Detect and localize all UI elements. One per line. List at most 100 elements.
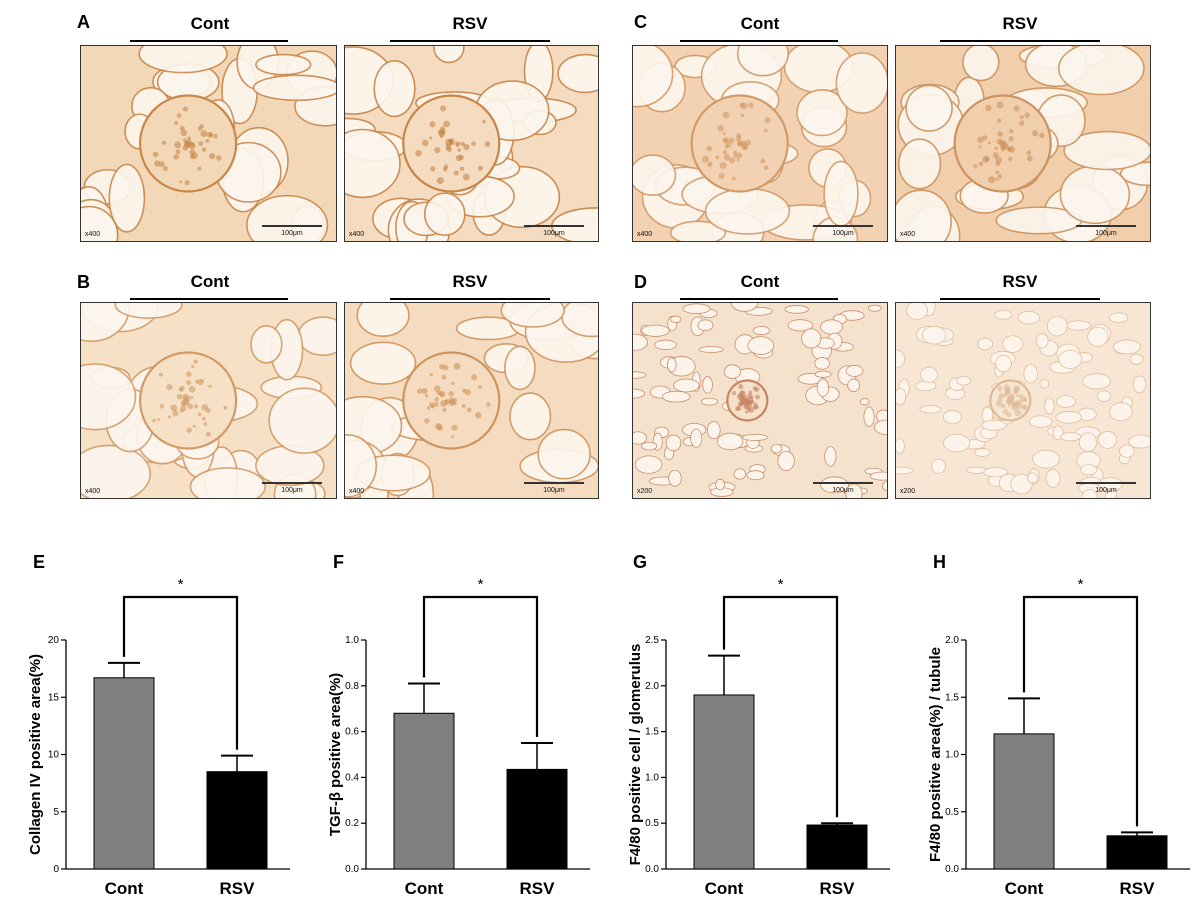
tubule-shape	[697, 319, 714, 332]
tubule-shape	[824, 446, 837, 467]
tubule-shape	[1039, 378, 1050, 389]
tubule-shape	[81, 363, 137, 431]
tubule-shape	[1082, 373, 1111, 390]
nucleus-dot	[440, 400, 447, 407]
nucleus-dot	[1004, 393, 1008, 397]
nucleus-dot	[434, 423, 442, 430]
tubule-shape	[1109, 402, 1133, 422]
nucleus-dot	[453, 362, 461, 370]
nucleus-dot	[451, 381, 455, 386]
tubule-shape	[816, 378, 829, 397]
tubule-shape	[1078, 432, 1098, 452]
nucleus-dot	[996, 400, 1002, 407]
tubule-shape	[994, 310, 1013, 320]
tubule-shape	[1058, 349, 1083, 369]
nucleus-dot	[1032, 130, 1039, 137]
nucleus-dot	[462, 388, 467, 393]
nucleus-dot	[995, 170, 1000, 175]
nucleus-dot	[417, 388, 423, 394]
tubule-shape	[977, 337, 994, 351]
nucleus-dot	[436, 177, 444, 185]
nucleus-dot	[459, 166, 465, 172]
nucleus-dot	[748, 102, 754, 109]
y-axis-label: TGF-β positive area(%)	[327, 673, 344, 836]
tubule-shape	[814, 357, 831, 370]
nucleus-dot	[744, 410, 749, 414]
nucleus-dot	[209, 132, 213, 137]
tubule-shape	[704, 187, 791, 235]
y-tick-label: 1.5	[645, 727, 659, 738]
nucleus-dot	[159, 161, 165, 167]
panel-letter-a: A	[77, 12, 90, 32]
nucleus-dot	[172, 410, 179, 417]
tubule-shape	[905, 303, 928, 320]
nucleus-dot	[1022, 404, 1027, 410]
panel-letter: E	[33, 552, 45, 572]
tubule-shape	[138, 46, 228, 74]
tubule-shape	[820, 319, 843, 335]
tubule-shape	[1035, 333, 1049, 349]
nucleus-dot	[192, 424, 196, 428]
nucleus-dot	[440, 128, 446, 135]
y-tick-label: 10	[48, 750, 60, 761]
tubule-shape	[1087, 326, 1109, 347]
scale-bar-label: 100μm	[1095, 230, 1117, 237]
nucleus-dot	[184, 180, 190, 186]
nucleus-dot	[213, 133, 218, 139]
nucleus-dot	[738, 383, 744, 390]
nucleus-dot	[179, 180, 183, 184]
nucleus-dot	[464, 389, 471, 396]
tubule-shape	[896, 438, 905, 455]
tissue-texture	[81, 46, 336, 241]
significance-marker: *	[478, 576, 484, 593]
nucleus-dot	[175, 149, 181, 155]
nucleus-dot	[429, 402, 435, 408]
scale-bar	[262, 482, 322, 484]
nucleus-dot	[182, 393, 190, 401]
panel-letter-c: C	[634, 12, 647, 32]
tubule-shape	[1066, 320, 1091, 331]
nucleus-dot	[992, 152, 999, 159]
tubule-shape	[189, 467, 266, 498]
tubule-shape	[423, 192, 466, 237]
tubule-shape	[108, 163, 146, 233]
tubule-shape	[1081, 488, 1098, 498]
micrograph-d-rsv: x200 100μm	[895, 302, 1151, 499]
nucleus-dot	[988, 176, 996, 184]
nucleus-dot	[216, 155, 222, 161]
magnification-label: x400	[85, 231, 101, 238]
tubule-shape	[784, 305, 809, 314]
nucleus-dot	[188, 385, 196, 393]
tubule-shape	[835, 52, 887, 114]
tubule-shape	[897, 138, 942, 190]
nucleus-dot	[441, 374, 447, 380]
nucleus-dot	[180, 400, 187, 407]
nucleus-dot	[430, 166, 436, 172]
nucleus-dot	[701, 155, 709, 163]
nucleus-dot	[978, 145, 982, 149]
nucleus-dot	[736, 135, 742, 142]
nucleus-dot	[433, 385, 441, 392]
nucleus-dot	[189, 396, 194, 400]
tubule-shape	[667, 357, 677, 373]
nucleus-dot	[426, 406, 431, 410]
scale-bar-label: 100μm	[1095, 487, 1117, 494]
nucleus-dot	[1012, 390, 1018, 395]
y-axis-label: F4/80 positive area(%) / tubule	[927, 647, 944, 862]
x-tick-label: RSV	[820, 879, 856, 898]
nucleus-dot	[754, 394, 760, 400]
nucleus-dot	[997, 386, 1003, 392]
nucleus-dot	[753, 386, 760, 393]
nucleus-dot	[200, 130, 208, 137]
nucleus-dot	[995, 161, 1001, 167]
nucleus-dot	[179, 385, 185, 392]
nucleus-dot	[182, 145, 188, 151]
nucleus-dot	[1008, 398, 1014, 404]
tubule-shape	[731, 303, 758, 312]
tubule-shape	[1045, 468, 1061, 488]
nucleus-dot	[424, 418, 430, 424]
group-bar-rsv-a	[390, 40, 550, 42]
nucleus-dot	[442, 407, 447, 412]
tubule-shape	[1112, 339, 1142, 355]
tubule-shape	[983, 467, 1009, 478]
